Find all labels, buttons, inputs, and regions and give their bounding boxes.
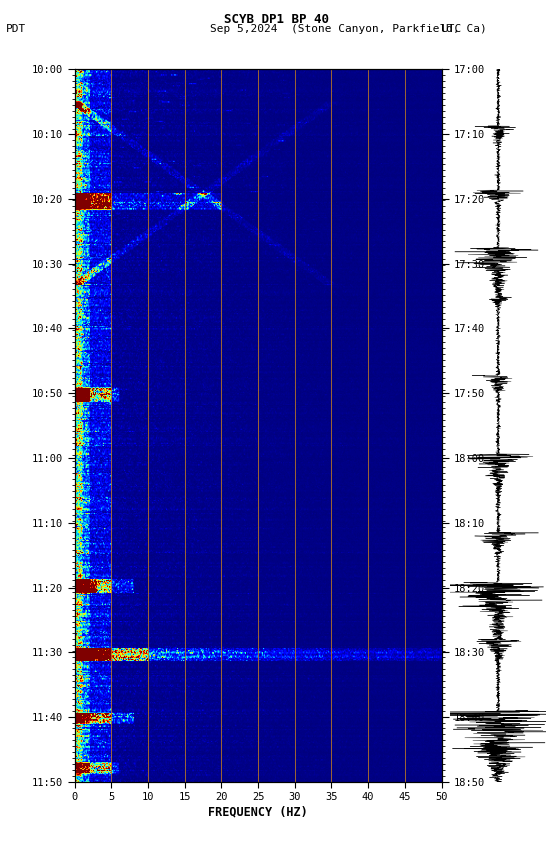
X-axis label: FREQUENCY (HZ): FREQUENCY (HZ) xyxy=(208,805,308,818)
Text: UTC: UTC xyxy=(442,24,462,35)
Text: Sep 5,2024  (Stone Canyon, Parkfield, Ca): Sep 5,2024 (Stone Canyon, Parkfield, Ca) xyxy=(210,24,486,35)
Text: SCYB DP1 BP 40: SCYB DP1 BP 40 xyxy=(224,13,328,26)
Text: PDT: PDT xyxy=(6,24,26,35)
